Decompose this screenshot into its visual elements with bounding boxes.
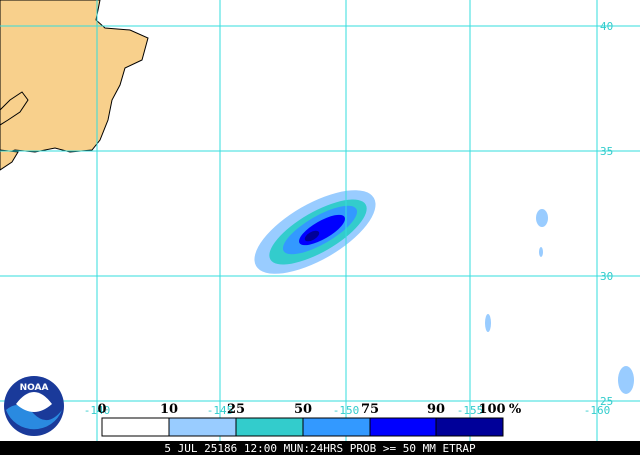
legend-label: 10 [160,402,178,417]
logo-text: NOAA [20,383,49,393]
footer-text: 5 JUL 25186 12:00 MUN:24HRS PROB >= 50 M… [164,442,476,455]
legend-unit: % [509,402,522,417]
land [0,0,149,156]
lat-label: 40 [600,20,613,33]
lat-label: 30 [600,270,613,283]
legend-label: 75 [361,402,379,417]
legend-label: 50 [294,402,312,417]
noaa-logo: NOAA [4,376,64,436]
lat-label: 35 [600,145,613,158]
lat-label: 25 [600,395,613,408]
footer-bar [0,441,640,455]
lon-label: -145 [207,404,234,417]
legend-label: 100 [478,402,505,417]
legend-label: 25 [227,402,245,417]
graticule [0,0,640,441]
precip-area [254,190,634,394]
land [0,91,29,126]
lon-label: -155 [457,404,484,417]
lon-label: -140 [84,404,111,417]
color-scale [101,417,504,437]
lon-label: -150 [333,404,360,417]
lon-label: -160 [584,404,611,417]
legend-label: 0 [97,402,106,417]
legend-label: 90 [427,402,445,417]
